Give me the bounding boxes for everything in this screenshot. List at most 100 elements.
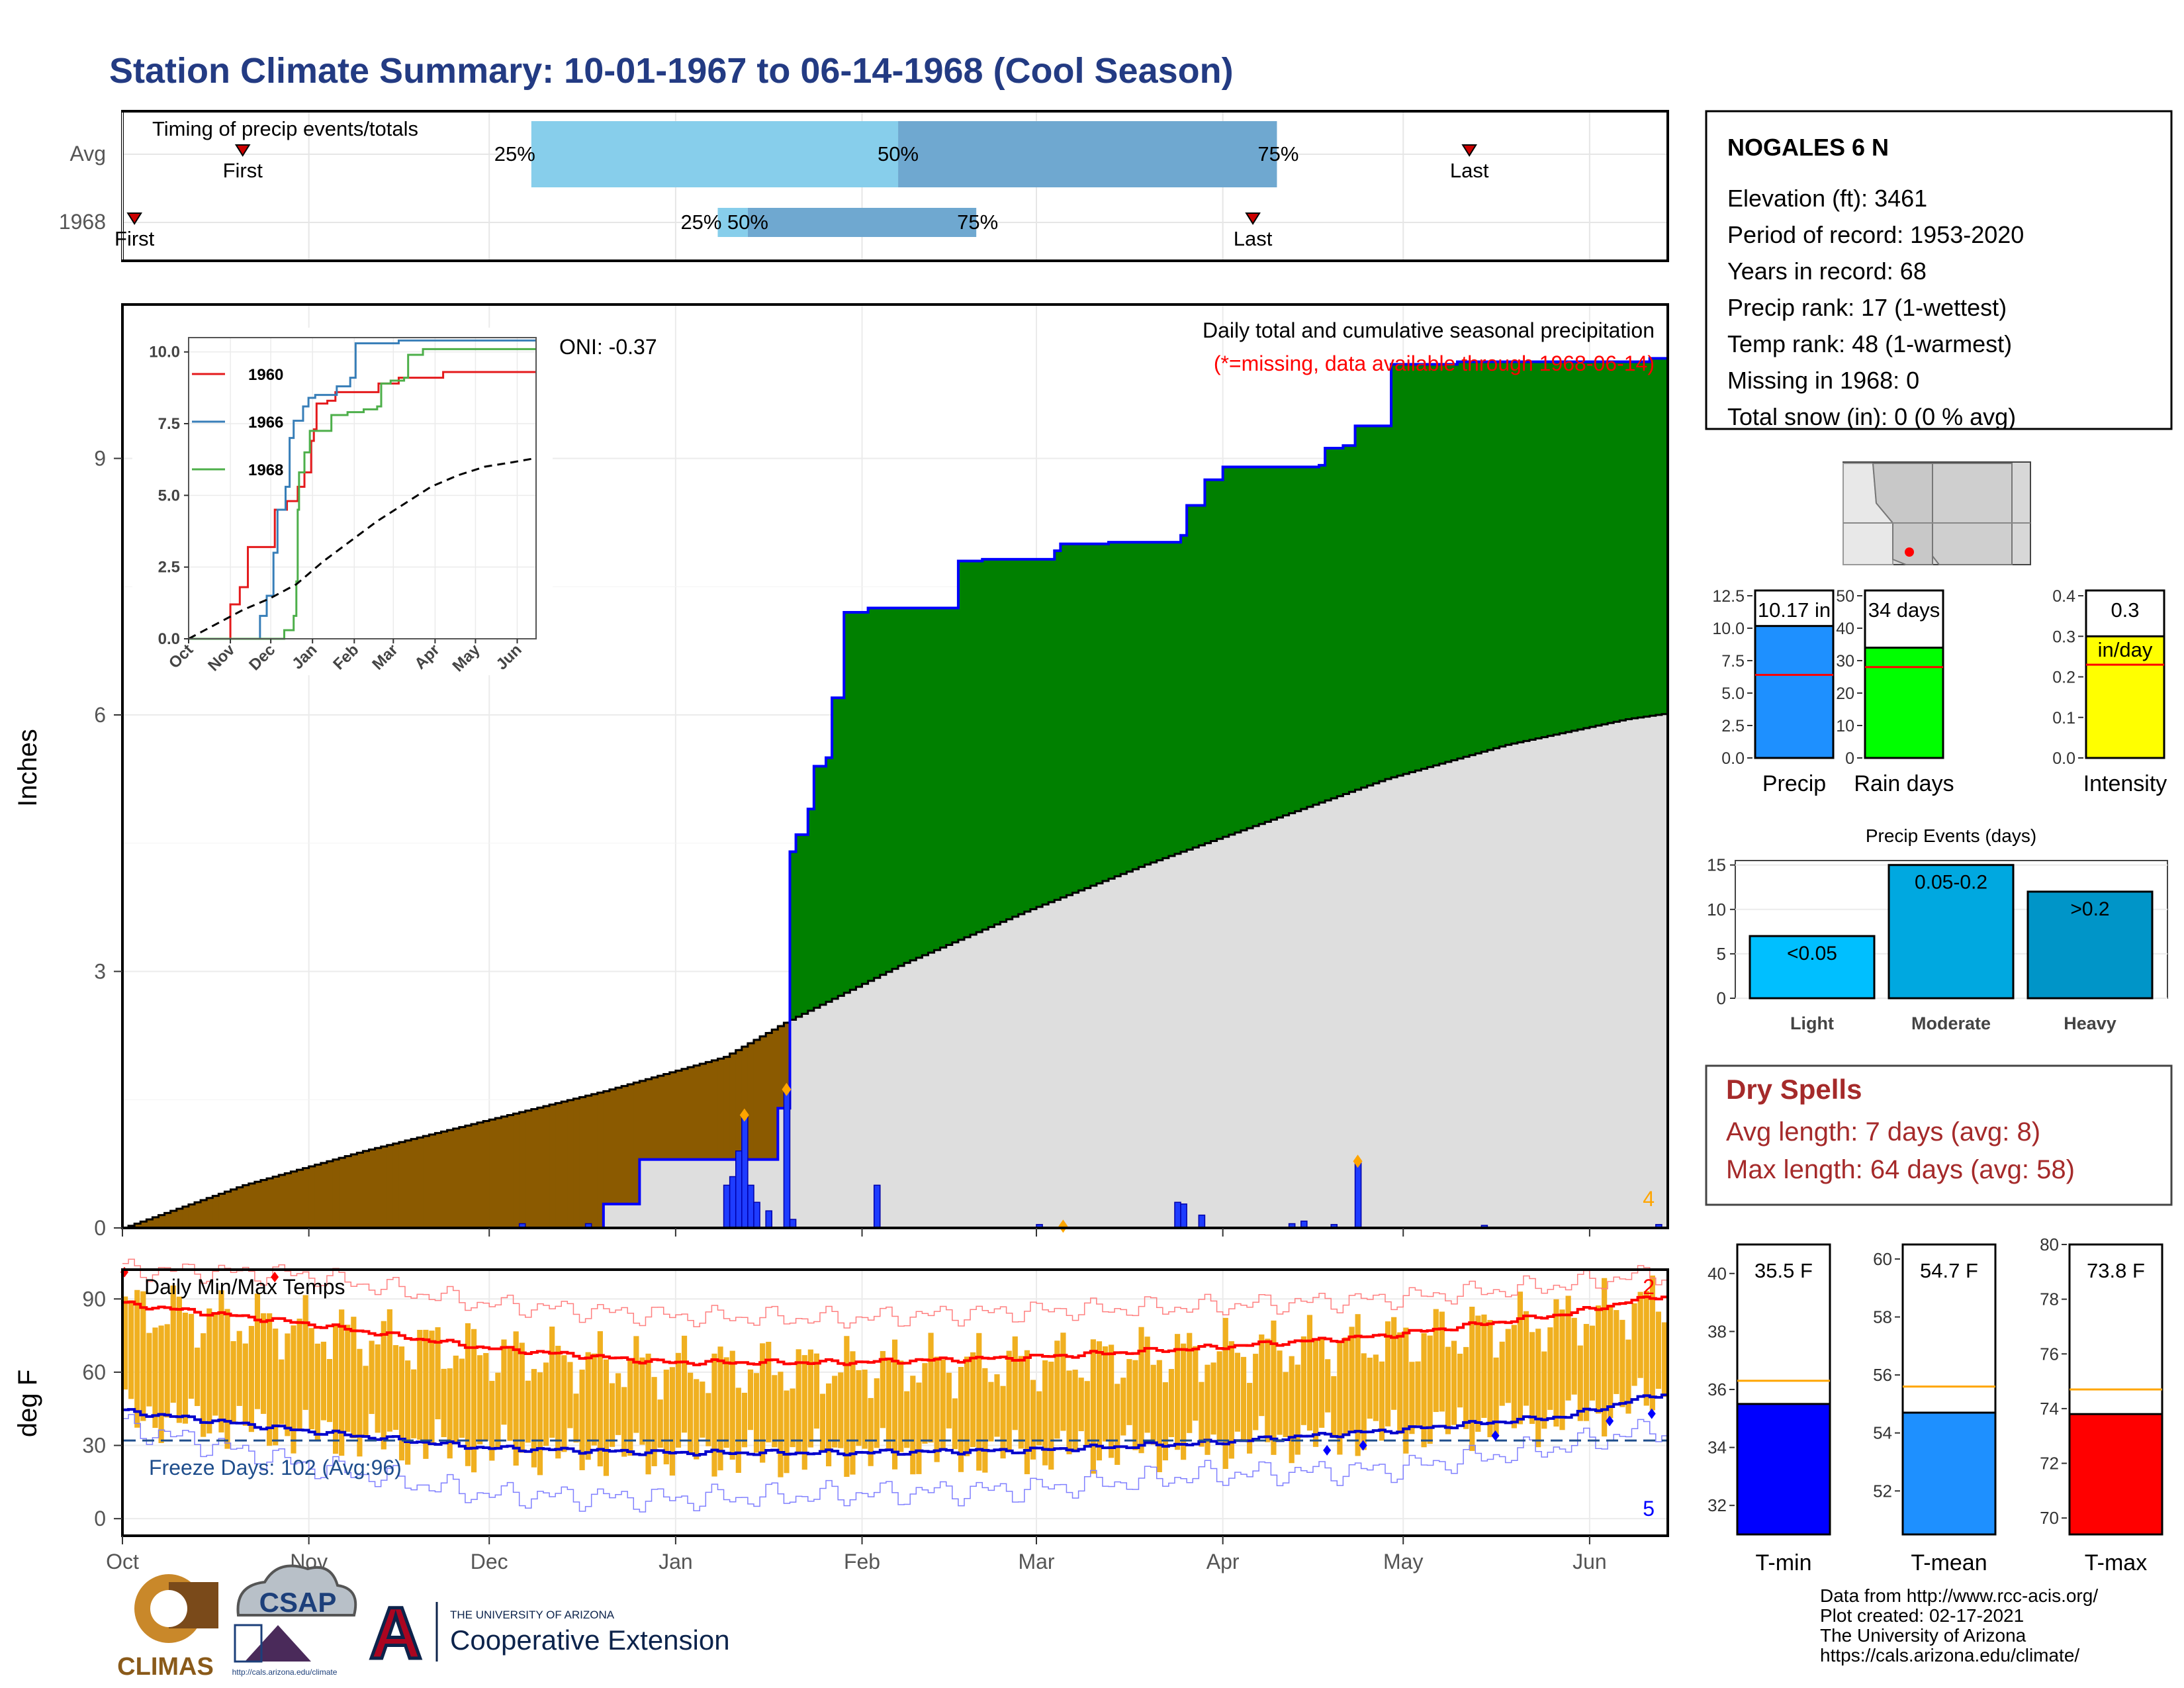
- daily-temp-range-bar: [351, 1317, 357, 1438]
- daily-temp-range-bar: [1361, 1353, 1367, 1450]
- daily-temp-range-bar: [392, 1345, 399, 1430]
- temp-bar-value: [1736, 1403, 1831, 1536]
- daily-temp-range-bar: [603, 1359, 610, 1476]
- above-average-fill: [1343, 445, 1350, 794]
- daily-temp-range-bar: [1523, 1311, 1529, 1406]
- below-average-fill: [308, 1166, 316, 1228]
- daily-temp-range-bar: [339, 1309, 345, 1456]
- daily-temp-range-bar: [790, 1388, 796, 1448]
- above-average-fill: [910, 608, 917, 961]
- daily-temp-range-bar: [1577, 1345, 1583, 1421]
- above-average-fill: [934, 608, 941, 951]
- daily-temp-range-bar: [507, 1346, 513, 1441]
- below-average-fill: [369, 1149, 376, 1228]
- events-bar-label: >0.2: [2070, 898, 2109, 920]
- daily-temp-range-bar: [296, 1318, 302, 1431]
- daily-temp-range-bar: [934, 1356, 940, 1462]
- dry-spells-avg: Avg length: 7 days (avg: 8): [1726, 1117, 2040, 1147]
- events-bar: [1888, 864, 2015, 1000]
- above-average-fill: [1312, 467, 1320, 805]
- daily-temp-range-bar: [134, 1289, 140, 1428]
- above-average-fill: [1306, 467, 1314, 807]
- mini-bar-ytick-label: 40: [1836, 620, 1854, 638]
- daily-temp-range-bar: [519, 1342, 525, 1453]
- daily-temp-range-bar: [813, 1353, 820, 1429]
- daily-temp-range-bar: [1325, 1359, 1331, 1413]
- daily-temp-range-bar: [236, 1331, 242, 1406]
- daily-precip-bar: [741, 1116, 749, 1229]
- station-name: NOGALES 6 N: [1727, 134, 1889, 161]
- dry-spells-frame: [1705, 1064, 2173, 1206]
- daily-precip-bar: [729, 1176, 737, 1229]
- below-average-fill: [170, 1211, 177, 1228]
- record-low-marker: [1323, 1444, 1332, 1456]
- below-average-fill: [417, 1137, 424, 1228]
- above-average-fill: [1066, 543, 1073, 896]
- below-average-fill: [573, 1098, 580, 1228]
- below-average-fill: [639, 1080, 647, 1160]
- below-average-fill: [206, 1197, 213, 1228]
- timing-p25-label: 25%: [494, 142, 535, 165]
- inset-legend-label: 1968: [248, 461, 283, 479]
- daily-max-marker: [739, 1108, 749, 1122]
- footer-credits: Data from http://www.rcc-acis.org/ Plot …: [1820, 1585, 2098, 1665]
- above-average-fill: [1577, 361, 1584, 729]
- daily-temp-range-bar: [1559, 1309, 1565, 1430]
- daily-temp-range-bar: [158, 1325, 164, 1444]
- daily-temp-range-bar: [1199, 1382, 1205, 1447]
- daily-temp-range-bar: [537, 1372, 543, 1476]
- daily-temp-range-bar: [1343, 1337, 1349, 1435]
- daily-temp-range-bar: [267, 1313, 273, 1446]
- below-average-fill: [495, 1118, 502, 1228]
- daily-temp-range-bar: [700, 1382, 705, 1438]
- above-average-fill: [1631, 361, 1639, 719]
- mini-bar-ytick-label: 2.5: [1721, 717, 1745, 735]
- daily-temp-range-bar: [994, 1374, 1000, 1437]
- daily-temp-range-bar: [1156, 1360, 1162, 1472]
- above-average-fill: [1078, 543, 1085, 891]
- daily-temp-range-bar: [1379, 1361, 1385, 1441]
- temp-panel-title: Daily Min/Max Temps: [144, 1275, 345, 1299]
- daily-temp-range-bar: [273, 1329, 279, 1446]
- above-average-fill: [1150, 542, 1158, 863]
- timing-p50-label: 50%: [878, 142, 919, 165]
- temp-bar-category-label: T-min: [1756, 1550, 1812, 1575]
- daily-temp-range-bar: [381, 1321, 387, 1450]
- daily-temp-range-bar: [675, 1352, 682, 1448]
- mini-bar-ytick-label: 0.1: [2052, 709, 2075, 727]
- dry-spells-box: Dry Spells Avg length: 7 days (avg: 8) M…: [1705, 1064, 2173, 1206]
- mini-bar-ytick-label: 5.0: [1721, 684, 1745, 703]
- daily-temp-range-bar: [417, 1329, 423, 1440]
- above-average-fill: [940, 608, 947, 948]
- mini-bar-category-label: Intensity: [2083, 771, 2167, 796]
- above-average-fill: [1036, 559, 1043, 907]
- below-average-fill: [279, 1174, 285, 1228]
- mini-bar-value: [2085, 635, 2165, 759]
- above-average-fill: [862, 612, 869, 984]
- daily-temp-range-bar: [483, 1352, 489, 1441]
- above-average-fill: [1427, 364, 1434, 767]
- daily-temp-range-bar: [1126, 1359, 1132, 1425]
- below-average-fill: [254, 1182, 261, 1228]
- timing-p75-label: 75%: [1257, 142, 1298, 165]
- temp-bar-ytick-label: 80: [2040, 1235, 2059, 1254]
- daily-temp-range-bar: [1439, 1311, 1445, 1412]
- daily-temp-range-bar: [688, 1372, 694, 1455]
- above-average-fill: [1614, 361, 1620, 722]
- above-average-fill: [1337, 448, 1343, 796]
- above-average-fill: [1619, 361, 1627, 721]
- mini-bar-value-label: 0.3: [2111, 598, 2139, 622]
- daily-temp-range-bar: [1150, 1364, 1156, 1445]
- temp-ytick-label: 60: [82, 1360, 106, 1384]
- daily-max-marker: [1353, 1154, 1363, 1168]
- temp-top-count: 2: [1643, 1275, 1655, 1299]
- below-average-fill: [729, 1053, 737, 1160]
- csap-mountain-icon: [245, 1625, 311, 1662]
- record-low-marker: [1647, 1408, 1656, 1419]
- above-average-fill: [1463, 361, 1470, 757]
- temp-bar-ytick-label: 36: [1707, 1380, 1727, 1399]
- daily-temp-range-bar: [387, 1309, 392, 1432]
- above-average-fill: [1469, 361, 1476, 755]
- below-average-fill: [447, 1130, 454, 1228]
- daily-temp-range-bar: [1595, 1305, 1602, 1414]
